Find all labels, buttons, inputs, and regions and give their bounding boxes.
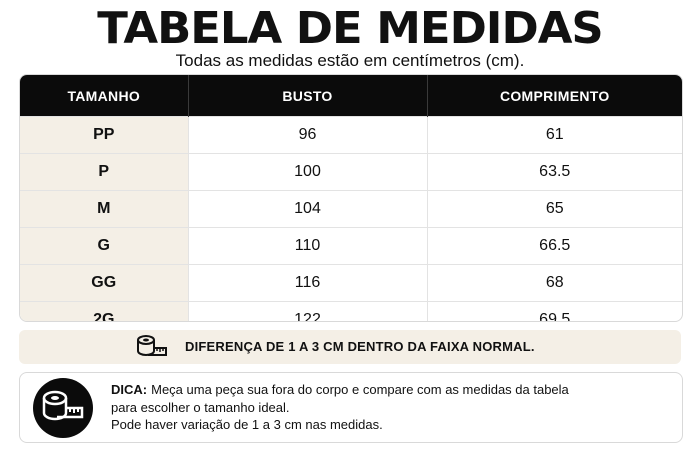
tolerance-note: DIFERENÇA DE 1 A 3 CM DENTRO DA FAIXA NO… <box>19 330 681 364</box>
page-subtitle: Todas as medidas estão em centímetros (c… <box>175 51 525 70</box>
header-busto: BUSTO <box>187 75 427 117</box>
tip-box: DICA: Meça uma peça sua fora do corpo e c… <box>19 372 683 443</box>
busto-cell: 122 <box>187 301 427 321</box>
tip-line-3: Pode haver variação de 1 a 3 cm nas medi… <box>111 417 383 432</box>
busto-cell: 100 <box>187 153 427 191</box>
header-comprimento: COMPRIMENTO <box>426 75 682 117</box>
busto-cell: 96 <box>187 116 427 154</box>
tip-label: DICA: <box>111 382 148 397</box>
measuring-tape-icon <box>137 335 167 356</box>
table-row: M 104 65 <box>20 190 682 228</box>
tip-line-1: Meça uma peça sua fora do corpo e compar… <box>151 382 569 397</box>
size-cell: PP <box>20 116 188 154</box>
size-cell: M <box>20 190 188 228</box>
tolerance-note-text: DIFERENÇA DE 1 A 3 CM DENTRO DA FAIXA NO… <box>185 339 535 354</box>
measuring-tape-icon <box>42 390 84 421</box>
header-tamanho: TAMANHO <box>20 75 188 117</box>
tip-text: DICA: Meça uma peça sua fora do corpo e c… <box>111 381 671 434</box>
page-title: TABELA DE MEDIDAS <box>97 3 603 54</box>
size-cell: P <box>20 153 188 191</box>
table-row: 2G 122 69.5 <box>20 301 682 321</box>
comprimento-cell: 69.5 <box>426 301 682 321</box>
size-table: TAMANHO BUSTO COMPRIMENTO PP 96 61 P 100… <box>19 74 683 322</box>
table-header-row: TAMANHO BUSTO COMPRIMENTO <box>20 75 682 117</box>
table-row: PP 96 61 <box>20 116 682 154</box>
comprimento-cell: 61 <box>426 116 682 154</box>
busto-cell: 116 <box>187 264 427 302</box>
size-cell: G <box>20 227 188 265</box>
table-row: G 110 66.5 <box>20 227 682 265</box>
comprimento-cell: 68 <box>426 264 682 302</box>
size-cell: 2G <box>20 301 188 321</box>
comprimento-cell: 66.5 <box>426 227 682 265</box>
busto-cell: 104 <box>187 190 427 228</box>
comprimento-cell: 65 <box>426 190 682 228</box>
tip-icon-circle <box>33 378 93 438</box>
table-row: GG 116 68 <box>20 264 682 302</box>
busto-cell: 110 <box>187 227 427 265</box>
comprimento-cell: 63.5 <box>426 153 682 191</box>
table-row: P 100 63.5 <box>20 153 682 191</box>
size-cell: GG <box>20 264 188 302</box>
tip-line-2: para escolher o tamanho ideal. <box>111 399 290 415</box>
